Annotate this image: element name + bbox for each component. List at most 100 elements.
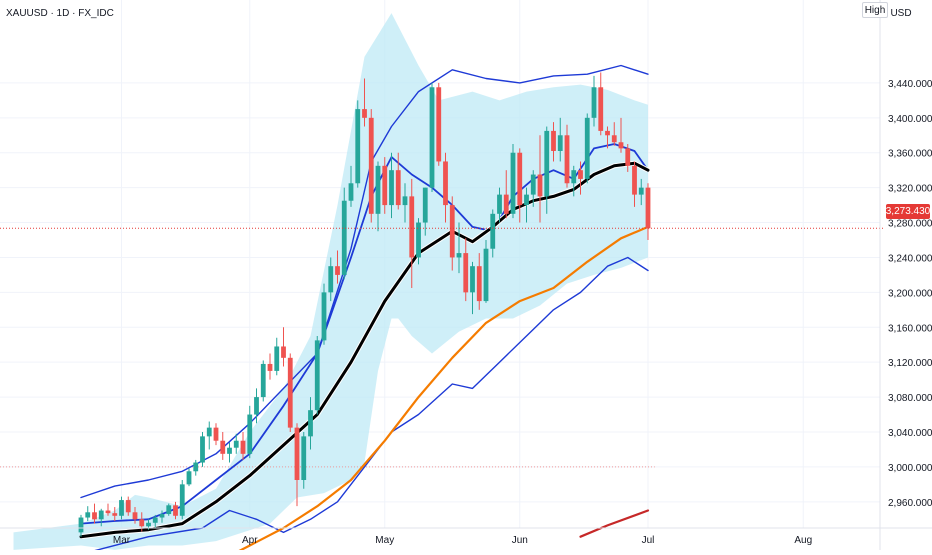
candle-body[interactable] bbox=[260, 363, 266, 398]
candle-body[interactable] bbox=[524, 194, 529, 206]
candle[interactable] bbox=[638, 178, 644, 206]
candle-body[interactable] bbox=[497, 194, 502, 214]
candle[interactable] bbox=[598, 72, 604, 136]
candle[interactable] bbox=[179, 480, 185, 520]
candle-body[interactable] bbox=[132, 512, 138, 520]
candle-body[interactable] bbox=[85, 512, 91, 518]
candle-body[interactable] bbox=[206, 427, 212, 437]
candle-body[interactable] bbox=[179, 484, 185, 516]
candle[interactable] bbox=[274, 337, 280, 376]
candle-body[interactable] bbox=[308, 410, 313, 437]
candle[interactable] bbox=[497, 187, 502, 223]
candle[interactable] bbox=[456, 222, 462, 274]
candle-body[interactable] bbox=[335, 266, 340, 275]
candle[interactable] bbox=[611, 122, 617, 146]
candle-body[interactable] bbox=[281, 346, 286, 358]
candle[interactable] bbox=[92, 503, 97, 524]
candle-body[interactable] bbox=[348, 183, 354, 201]
candle[interactable] bbox=[436, 82, 442, 166]
candle-body[interactable] bbox=[105, 510, 111, 514]
candle[interactable] bbox=[483, 240, 489, 303]
candle-body[interactable] bbox=[611, 135, 617, 143]
candle-body[interactable] bbox=[503, 194, 509, 214]
candle[interactable] bbox=[78, 514, 84, 537]
candle-body[interactable] bbox=[591, 87, 597, 118]
candle[interactable] bbox=[348, 165, 354, 207]
candle-body[interactable] bbox=[368, 117, 374, 214]
candle-body[interactable] bbox=[443, 161, 448, 206]
candle[interactable] bbox=[449, 196, 455, 271]
candle[interactable] bbox=[105, 503, 111, 516]
candle[interactable] bbox=[517, 148, 523, 223]
candle[interactable] bbox=[443, 152, 448, 223]
candle[interactable] bbox=[186, 468, 192, 487]
candle[interactable] bbox=[112, 507, 118, 522]
candle-body[interactable] bbox=[571, 170, 577, 184]
candle-body[interactable] bbox=[78, 517, 84, 533]
candle[interactable] bbox=[328, 257, 334, 302]
candle-body[interactable] bbox=[375, 165, 381, 214]
candle-body[interactable] bbox=[119, 500, 124, 516]
candle[interactable] bbox=[294, 423, 300, 507]
candle-body[interactable] bbox=[193, 462, 199, 472]
candle[interactable] bbox=[166, 503, 172, 516]
candle-body[interactable] bbox=[200, 436, 205, 463]
candle-body[interactable] bbox=[341, 200, 347, 275]
candle-body[interactable] bbox=[301, 436, 307, 480]
candle[interactable] bbox=[200, 432, 205, 467]
candle[interactable] bbox=[409, 178, 415, 288]
candle-body[interactable] bbox=[551, 130, 556, 151]
candle[interactable] bbox=[557, 117, 563, 162]
candle-body[interactable] bbox=[227, 447, 232, 454]
candle-body[interactable] bbox=[362, 109, 367, 118]
candle[interactable] bbox=[375, 161, 381, 232]
candle[interactable] bbox=[193, 459, 199, 476]
candle[interactable] bbox=[240, 432, 246, 460]
candle-body[interactable] bbox=[402, 196, 408, 206]
candle-body[interactable] bbox=[530, 174, 536, 195]
candle[interactable] bbox=[260, 360, 266, 402]
candle-body[interactable] bbox=[267, 363, 273, 371]
candle[interactable] bbox=[632, 161, 637, 207]
candle-body[interactable] bbox=[564, 135, 570, 184]
candle-body[interactable] bbox=[287, 357, 293, 428]
candle-body[interactable] bbox=[578, 170, 583, 179]
candle[interactable] bbox=[98, 508, 104, 527]
candle[interactable] bbox=[287, 353, 293, 432]
candle-body[interactable] bbox=[314, 340, 320, 411]
candle-body[interactable] bbox=[625, 148, 631, 166]
candle-body[interactable] bbox=[321, 292, 327, 341]
candle[interactable] bbox=[551, 122, 556, 162]
candle-body[interactable] bbox=[557, 135, 563, 151]
candle-body[interactable] bbox=[618, 142, 624, 149]
candle[interactable] bbox=[584, 113, 590, 184]
candle[interactable] bbox=[206, 421, 212, 450]
candle-body[interactable] bbox=[605, 130, 610, 136]
candle-body[interactable] bbox=[510, 152, 516, 214]
candle-body[interactable] bbox=[233, 440, 239, 448]
candles[interactable] bbox=[78, 72, 651, 537]
candle-body[interactable] bbox=[112, 513, 118, 516]
candle-body[interactable] bbox=[422, 187, 428, 223]
candle[interactable] bbox=[422, 187, 428, 236]
candle[interactable] bbox=[247, 405, 253, 459]
candle-body[interactable] bbox=[389, 170, 394, 206]
candle-body[interactable] bbox=[584, 117, 590, 179]
candle[interactable] bbox=[220, 432, 226, 460]
candle[interactable] bbox=[233, 433, 239, 454]
candle[interactable] bbox=[308, 397, 313, 450]
candle[interactable] bbox=[530, 170, 536, 207]
candle-body[interactable] bbox=[247, 414, 253, 454]
candle-body[interactable] bbox=[638, 187, 644, 195]
candle-body[interactable] bbox=[220, 440, 226, 454]
candle[interactable] bbox=[605, 126, 610, 149]
candle-body[interactable] bbox=[98, 510, 104, 520]
candle[interactable] bbox=[281, 327, 286, 367]
candle[interactable] bbox=[368, 109, 374, 223]
candle[interactable] bbox=[524, 187, 529, 223]
candle-body[interactable] bbox=[436, 87, 442, 162]
candle[interactable] bbox=[537, 135, 543, 223]
candle-body[interactable] bbox=[146, 522, 151, 527]
candle[interactable] bbox=[85, 506, 91, 522]
candle-body[interactable] bbox=[632, 165, 637, 195]
